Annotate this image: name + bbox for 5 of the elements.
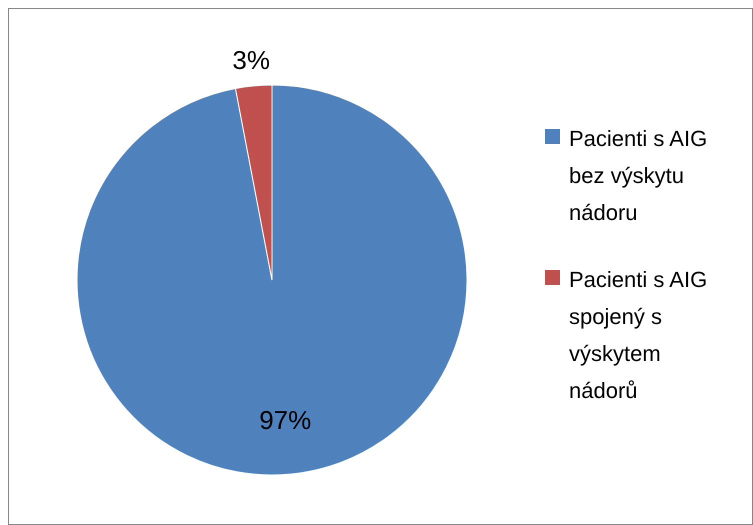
data-label: 97% bbox=[259, 404, 312, 435]
legend-label: Pacienti s AIG spojený s výskytem nádorů bbox=[569, 266, 708, 402]
pie-slice bbox=[76, 84, 468, 476]
legend-label: Pacienti s AIG bez výskytu nádoru bbox=[569, 126, 708, 224]
data-label: 3% bbox=[232, 44, 270, 75]
